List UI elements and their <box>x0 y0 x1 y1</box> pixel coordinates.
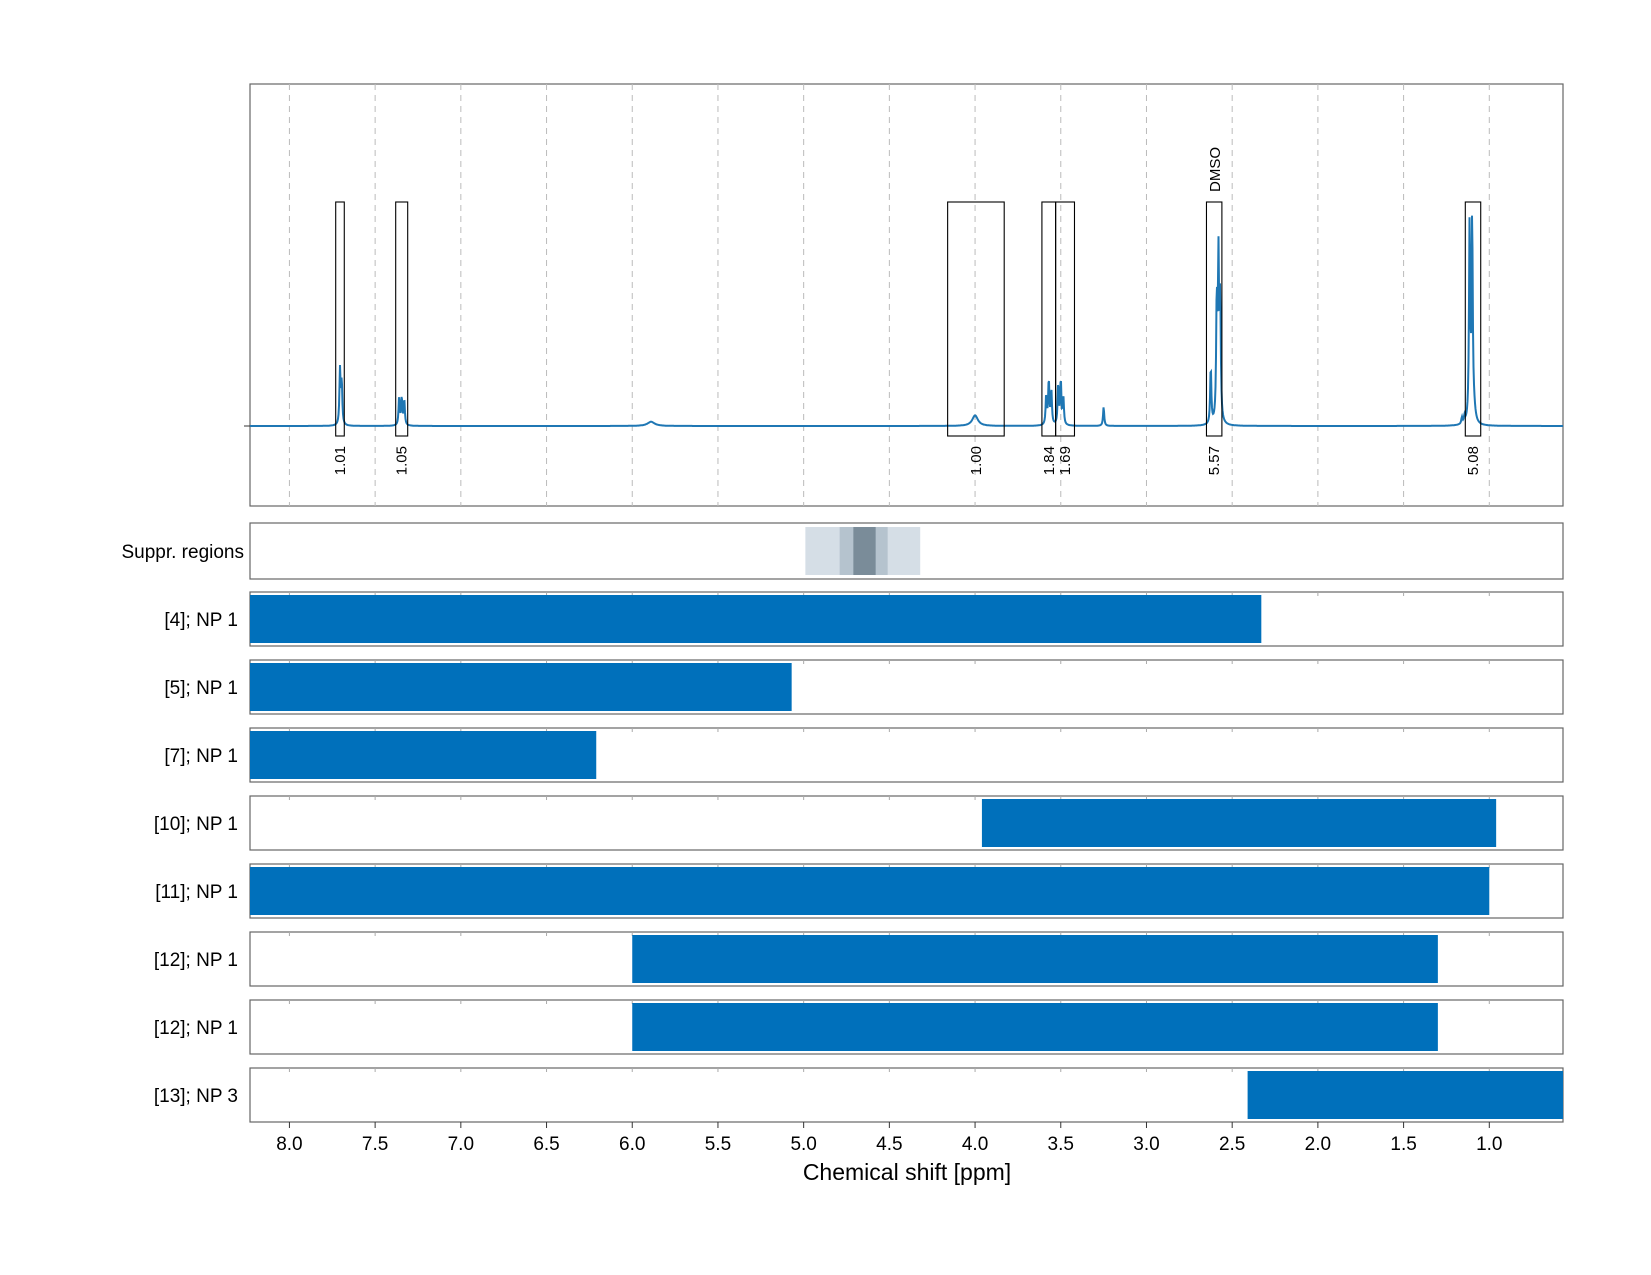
range-bar <box>1247 1071 1563 1119</box>
x-tick-label: 6.0 <box>619 1134 645 1155</box>
range-bar <box>632 935 1438 983</box>
range-label: [11]; NP 1 <box>155 882 238 903</box>
range-bar <box>250 867 1490 915</box>
integration-box <box>947 201 1005 437</box>
x-tick-label: 4.5 <box>876 1134 902 1155</box>
spectrum-trace <box>250 215 1563 427</box>
range-label: [4]; NP 1 <box>164 610 238 631</box>
x-axis: 8.0 7.5 7.0 6.5 6.0 5.5 5.0 4.5 4.0 3.5 3.0 2.5 2.0 1… <box>276 1122 1503 1155</box>
x-tick-label: 3.0 <box>1133 1134 1159 1155</box>
integration-label: 1.84 <box>1041 446 1058 475</box>
range-label: [13]; NP 3 <box>154 1086 238 1107</box>
integration-box <box>1055 201 1076 437</box>
range-label: [7]; NP 1 <box>164 746 238 767</box>
integration-box <box>335 201 345 437</box>
peak-annotation: DMSO <box>1207 147 1224 192</box>
suppr-label: Suppr. regions <box>121 542 244 563</box>
x-tick-label: 3.5 <box>1048 1134 1074 1155</box>
range-bar <box>250 731 597 779</box>
integration-label: 5.57 <box>1206 446 1223 475</box>
integration-label: 5.08 <box>1465 446 1482 475</box>
suppression-regions-panel: Suppr. regions <box>121 522 1564 580</box>
range-label: [5]; NP 1 <box>164 678 238 699</box>
range-bar <box>250 595 1262 643</box>
integration-box <box>395 201 409 437</box>
integration-label: 1.05 <box>394 446 411 475</box>
spectrum-panel: 1.01 1.05 1.00 1.84 1.69 5.57 5.08 DMSO <box>244 83 1564 507</box>
x-tick-label: 6.5 <box>533 1134 559 1155</box>
range-bar-panels: [4]; NP 1 [5]; NP 1 [7]; NP 1 [10]; NP 1 [11… <box>154 591 1564 1123</box>
range-bar <box>250 663 792 711</box>
x-tick-label: 4.0 <box>962 1134 988 1155</box>
x-tick-label: 1.5 <box>1390 1134 1416 1155</box>
x-tick-label: 2.5 <box>1219 1134 1245 1155</box>
x-tick-label: 8.0 <box>276 1134 302 1155</box>
integration-label: 1.00 <box>968 446 985 475</box>
integration-label: 1.69 <box>1057 446 1074 475</box>
x-tick-label: 7.0 <box>448 1134 474 1155</box>
integration-box <box>1464 201 1482 437</box>
x-tick-label: 1.0 <box>1476 1134 1502 1155</box>
x-tick-label: 5.5 <box>705 1134 731 1155</box>
suppr-band <box>853 527 876 575</box>
range-bar <box>981 799 1497 847</box>
integration-label: 1.01 <box>332 446 349 475</box>
range-label: [12]; NP 1 <box>154 1018 238 1039</box>
range-bar <box>632 1003 1438 1051</box>
integration-box <box>1205 201 1223 437</box>
spectrum-frame <box>249 83 1564 507</box>
range-label: [10]; NP 1 <box>154 814 238 835</box>
x-tick-label: 5.0 <box>790 1134 816 1155</box>
x-tick-label: 2.0 <box>1305 1134 1331 1155</box>
x-axis-label: Chemical shift [ppm] <box>803 1159 1011 1185</box>
range-label: [12]; NP 1 <box>154 950 238 971</box>
x-tick-label: 7.5 <box>362 1134 388 1155</box>
